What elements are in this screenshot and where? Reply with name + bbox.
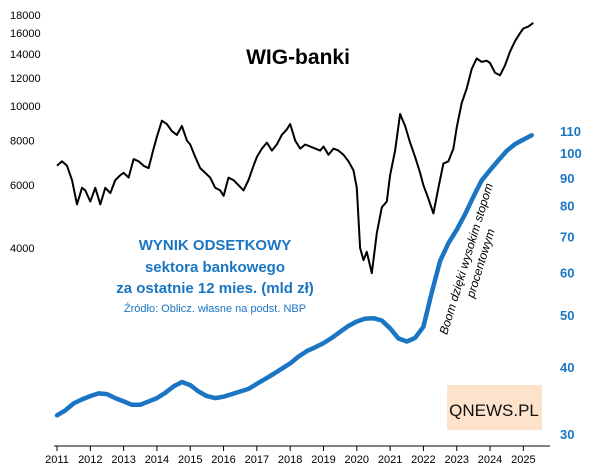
left-axis-tick-label: 16000: [10, 28, 41, 40]
wig-banki-title: WIG-banki: [246, 46, 350, 69]
left-axis-tick-label: 14000: [10, 49, 41, 61]
x-axis-tick-label: 2023: [444, 454, 468, 466]
right-axis-tick-label: 90: [560, 171, 574, 186]
left-axis-tick-label: 6000: [10, 180, 34, 192]
boom-annotation: Boom dzięki wysokim stopom procentowym: [436, 182, 497, 337]
x-axis-tick-label: 2018: [278, 454, 302, 466]
qnews-logo-background: [447, 385, 542, 430]
right-axis-tick-label: 50: [560, 308, 574, 323]
x-axis-tick-label: 2022: [411, 454, 435, 466]
x-axis-tick-label: 2013: [111, 454, 135, 466]
x-axis-tick-label: 2024: [478, 454, 502, 466]
right-axis-tick-label: 100: [560, 146, 582, 161]
x-axis-tick-label: 2017: [245, 454, 269, 466]
right-axis-tick-label: 80: [560, 198, 574, 213]
right-axis-tick-label: 110: [560, 124, 581, 139]
x-axis-ticks: [56, 446, 524, 451]
x-axis-tick-label: 2012: [78, 454, 102, 466]
x-axis-tick-label: 2016: [211, 454, 235, 466]
right-axis-tick-labels: 30 40 50 60 70 80 90 100 110: [560, 124, 582, 442]
wynik-odsetkowy-subtitle-line-1: sektora bankowego: [145, 259, 285, 276]
left-axis-tick-labels: 4000 6000 8000 10000 12000 14000 16000 18000: [10, 10, 41, 255]
wig-banki-series-line: [56, 22, 534, 275]
x-axis-tick-label: 2020: [345, 454, 369, 466]
wynik-odsetkowy-subtitle-line-2: za ostatnie 12 mies. (mld zł): [116, 280, 314, 297]
left-axis-tick-label: 4000: [10, 243, 34, 255]
x-axis-tick-label: 2021: [378, 454, 402, 466]
qnews-logo: QNEWS.PL: [447, 385, 542, 430]
x-axis-tick-label: 2011: [45, 454, 69, 466]
right-axis-tick-label: 70: [560, 229, 574, 244]
qnews-logo-text: QNEWS.PL: [449, 401, 539, 420]
right-axis-tick-label: 60: [560, 265, 574, 280]
source-note: Źródło: Oblicz. własne na podst. NBP: [124, 302, 306, 315]
left-axis-tick-label: 8000: [10, 136, 34, 148]
wynik-odsetkowy-series-line: [54, 133, 534, 418]
x-axis-tick-label: 2015: [178, 454, 202, 466]
x-axis-tick-label: 2014: [145, 454, 169, 466]
x-axis-tick-label: 2025: [511, 454, 535, 466]
right-axis-tick-label: 30: [560, 427, 574, 442]
left-axis-tick-label: 10000: [10, 101, 41, 113]
left-axis-tick-label: 18000: [10, 10, 41, 22]
x-axis-tick-label: 2019: [311, 454, 335, 466]
wynik-odsetkowy-title: WYNIK ODSETKOWY: [139, 237, 292, 254]
x-axis-tick-labels: 2011 2012 2013 2014 2015 2016 2017 2018 2019 2020…: [45, 454, 535, 466]
right-axis-tick-label: 40: [560, 360, 574, 375]
left-axis-tick-label: 12000: [10, 73, 41, 85]
